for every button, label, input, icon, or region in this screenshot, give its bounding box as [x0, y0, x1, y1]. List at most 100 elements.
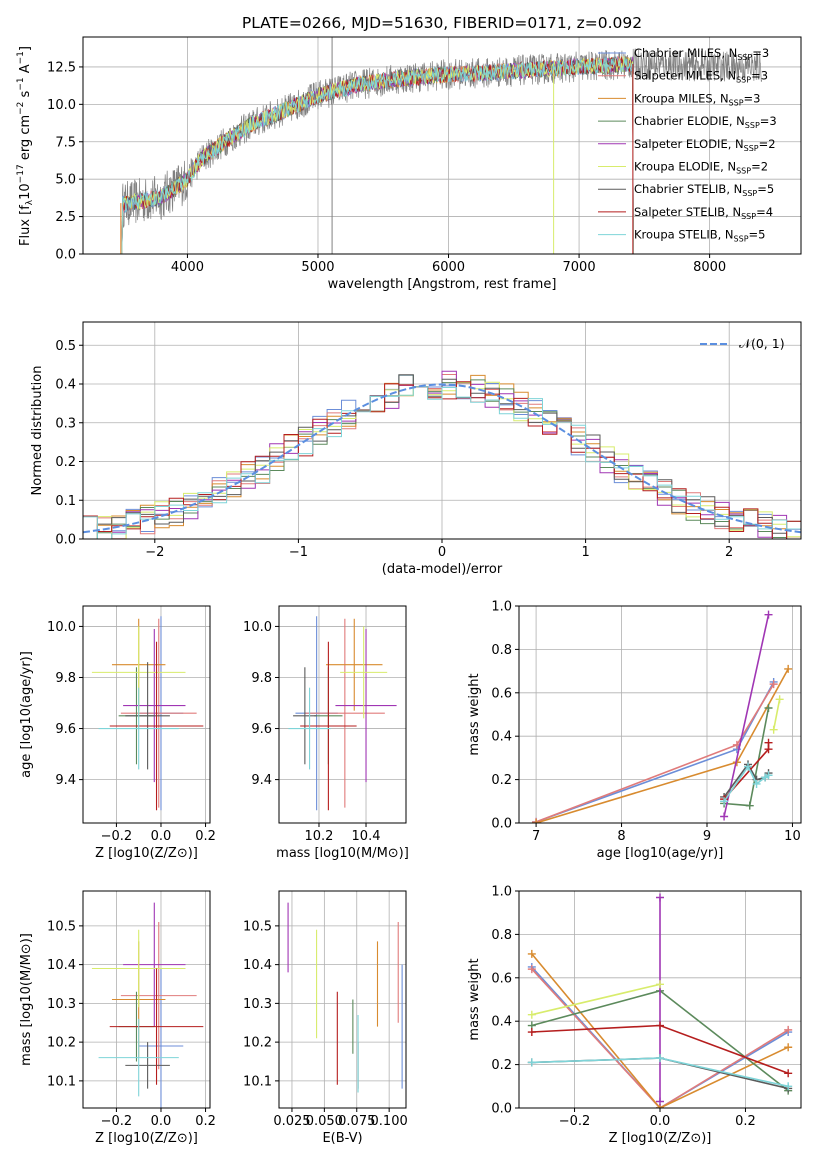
tick-label-y: 10.0: [243, 620, 272, 635]
histogram-kroupa-stelib: [83, 386, 801, 539]
errorbar-salpeter-miles: [120, 922, 197, 1070]
tick-label-y: 10.0: [47, 98, 76, 113]
tick-label-x: 0.0: [151, 829, 172, 844]
data-marker: [656, 893, 664, 902]
tick-label-x: 10.4: [352, 829, 381, 844]
tick-label-x: 8: [617, 829, 625, 844]
data-marker: [720, 797, 729, 806]
y-axis-label: age [log10(age/yr)]: [19, 651, 34, 778]
grid: [279, 891, 406, 1108]
errorbar-salpeter-elodie: [123, 902, 186, 1027]
y-axis-label: Flux [fλ10−17 erg cm−2 s−1 A−1]: [16, 46, 35, 246]
legend-label-salpeter-miles: Salpeter MILES, NSSP=3: [634, 69, 768, 85]
data-marker: [769, 680, 778, 689]
tick-label-y: 5.0: [55, 173, 76, 188]
data-marker: [656, 1097, 664, 1106]
errorbar-salpeter-stelib: [109, 641, 204, 811]
tick-label-y: 9.8: [55, 671, 76, 686]
data-marker: [527, 1058, 536, 1067]
tick-label-y: 0.4: [491, 730, 512, 745]
tick-label-y: 0.0: [491, 817, 512, 832]
series-kroupa-stelib: [527, 1054, 793, 1091]
legend-label-tail: =3: [752, 46, 769, 60]
tick-label-x: 4000: [171, 260, 204, 275]
axes-2: −0.2 0.0 0.2 9.4 9.6 9.8 10.0 Z [log10(Z/Z⊙)] ag…: [19, 605, 216, 861]
plot-area: [119, 37, 763, 254]
tick-label-y: 0.2: [55, 455, 76, 470]
tick-label-y: 0.5: [55, 339, 76, 354]
tick-label-x: 7: [532, 829, 540, 844]
axes-0: 4000 5000 6000 7000 8000 0.0 2.5 5.0 7.5 10.0 12.5…: [16, 14, 802, 292]
plot-area: [532, 610, 793, 823]
series-line: [531, 983, 661, 1016]
series-kroupa-miles: [532, 664, 793, 823]
legend-label-kroupa-elodie: Kroupa ELODIE, NSSP=2: [634, 160, 768, 176]
legend-label-text: Chabrier ELODIE, N: [634, 114, 745, 128]
legend-label-kroupa-miles: Kroupa MILES, NSSP=3: [634, 91, 760, 107]
tick-label-y: 9.4: [251, 773, 272, 788]
data-marker: [752, 779, 761, 788]
legend-label-chabrier-stelib: Chabrier STELIB, NSSP=5: [634, 182, 774, 198]
legend-label-tail: =3: [760, 114, 777, 128]
grid: [519, 605, 801, 824]
tick-label-x: 10.2: [305, 829, 334, 844]
plot-area: [83, 370, 801, 539]
axes-3: 10.2 10.4 9.4 9.6 9.8 10.0 mass [log10(M/M⊙)]: [243, 605, 409, 861]
legend-label-sub: SSP: [744, 144, 759, 153]
legend-label-sub: SSP: [736, 76, 751, 85]
data-marker: [527, 1028, 536, 1037]
x-axis-label: age [log10(age/yr)]: [597, 846, 724, 861]
legend-label-sub: SSP: [737, 53, 752, 62]
gaussian-curve: [83, 383, 801, 534]
series-line: [531, 968, 789, 1108]
axes-frame: [518, 890, 802, 1109]
x-axis-label: mass [log10(M/M⊙)]: [276, 846, 409, 861]
model-spectrum-kroupa-stelib: [119, 55, 634, 254]
errorbar-salpeter-miles: [304, 618, 385, 808]
tick-label-y: 7.5: [55, 135, 76, 150]
tick-label-x: 6000: [432, 260, 465, 275]
x-axis-label: Z [log10(Z/Z⊙)]: [609, 1131, 712, 1146]
axes-7: −0.2 0.0 0.2 0.0 0.2 0.4 0.6 0.8 1.0 Z [log10(Z/Z…: [467, 885, 802, 1146]
axes-1: −2 −1 0 1 2 0.0 0.1 0.2 0.3 0.4 0.5 (data-model)/er…: [30, 321, 802, 577]
series-salpeter-stelib: [527, 1021, 793, 1078]
legend-label-sub: SSP: [745, 121, 760, 130]
data-marker: [784, 1069, 793, 1078]
axes-frame: [278, 890, 407, 1109]
axes-frame: [82, 890, 211, 1109]
tick-label-y: 10.5: [243, 919, 272, 934]
series-salpeter-elodie: [720, 610, 773, 821]
tick-label-y: 0.6: [491, 971, 512, 986]
errorbar-kroupa-elodie: [340, 626, 388, 719]
tick-label-y: 0.2: [491, 1058, 512, 1073]
tick-label-x: 0.100: [371, 1114, 408, 1129]
data-marker: [656, 980, 664, 989]
tick-label-x: −1: [289, 545, 308, 560]
tick-label-y: 9.6: [55, 722, 76, 737]
tick-label-y: 10.1: [47, 1074, 76, 1089]
tick-label-y: 10.2: [243, 1036, 272, 1051]
legend-label-tail: =3: [744, 91, 761, 105]
tick-label-y: 0.3: [55, 416, 76, 431]
chart-title: PLATE=0266, MJD=51630, FIBERID=0171, z=0…: [242, 14, 642, 32]
legend-label-text: Salpeter STELIB, N: [634, 205, 741, 219]
legend-label-sub: SSP: [742, 189, 757, 198]
legend-label-sub: SSP: [734, 235, 749, 244]
grid: [279, 606, 406, 823]
tick-label-x: 2: [725, 545, 733, 560]
errorbar-chabrier-miles: [138, 968, 184, 1108]
tick-label-x: 0.075: [338, 1114, 375, 1129]
legend-label-text: Chabrier MILES, N: [634, 46, 737, 60]
errorbar-chabrier-stelib: [125, 1042, 170, 1089]
axes-frame: [518, 605, 802, 824]
legend-label-sub: SSP: [729, 98, 744, 107]
legend-label-sub: SSP: [736, 167, 751, 176]
grid: [83, 606, 210, 823]
x-axis-label: E(B-V): [322, 1131, 362, 1146]
data-marker: [775, 695, 784, 704]
tick-label-y: 10.0: [47, 620, 76, 635]
data-marker: [532, 819, 541, 823]
tick-label-y: 0.2: [491, 773, 512, 788]
series-line: [772, 699, 781, 730]
tick-label-y: 0.6: [491, 686, 512, 701]
